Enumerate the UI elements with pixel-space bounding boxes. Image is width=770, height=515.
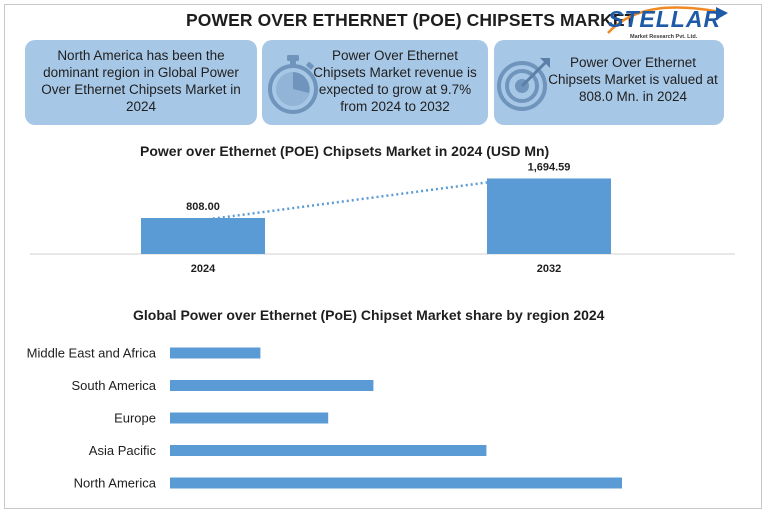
chart-2-title: Global Power over Ethernet (PoE) Chipset… — [133, 307, 605, 323]
logo-subtitle: Market Research Pvt. Ltd. — [630, 34, 698, 40]
data-label-2032: 1,694.59 — [528, 161, 571, 173]
bar-2032 — [487, 178, 611, 254]
bar-north-america — [170, 477, 622, 489]
stopwatch-icon — [268, 55, 318, 114]
category-label-asia-pacific: Asia Pacific — [89, 443, 157, 458]
market-size-bar-chart: 808.00 2024 1,694.59 2032 — [30, 161, 735, 275]
info-card-valuation: Power Over Ethernet Chipsets Market is v… — [494, 40, 724, 125]
bar-south-america — [170, 380, 374, 391]
bar-asia-pacific — [170, 445, 487, 456]
category-label-europe: Europe — [114, 411, 156, 426]
info-card-growth: Power Over Ethernet Chipsets Market reve… — [262, 40, 488, 125]
bar-middle-east-and-africa — [170, 347, 261, 359]
logo-swoosh — [607, 6, 727, 34]
logo-arrow — [716, 7, 728, 20]
data-label-2024: 808.00 — [186, 201, 220, 213]
category-label-north-america: North America — [74, 476, 157, 491]
stellar-logo — [607, 6, 728, 34]
bar-2024 — [141, 217, 265, 254]
trend-line — [202, 181, 488, 222]
bar-europe — [170, 412, 329, 424]
target-icon — [497, 58, 550, 111]
card-text: Power Over Ethernet Chipsets Market reve… — [313, 48, 477, 114]
category-label-middle-east-and-africa: Middle East and Africa — [27, 346, 157, 361]
chart-1-title: Power over Ethernet (POE) Chipsets Marke… — [140, 143, 550, 159]
infographic-frame — [4, 4, 762, 509]
logo-name: STELLAR — [608, 6, 722, 32]
page-title: POWER OVER ETHERNET (POE) CHIPSETS MARKE… — [186, 10, 636, 30]
regional-share-bar-chart: Middle East and Africa South America Europ… — [27, 346, 622, 491]
category-label-south-america: South America — [71, 378, 156, 393]
info-card-dominant-region: North America has been the dominant regi… — [25, 40, 257, 125]
x-tick-label-2024: 2024 — [191, 263, 216, 275]
x-tick-label-2032: 2032 — [537, 263, 561, 275]
card-text: North America has been the dominant regi… — [41, 48, 241, 114]
card-text: Power Over Ethernet Chipsets Market is v… — [548, 55, 718, 104]
